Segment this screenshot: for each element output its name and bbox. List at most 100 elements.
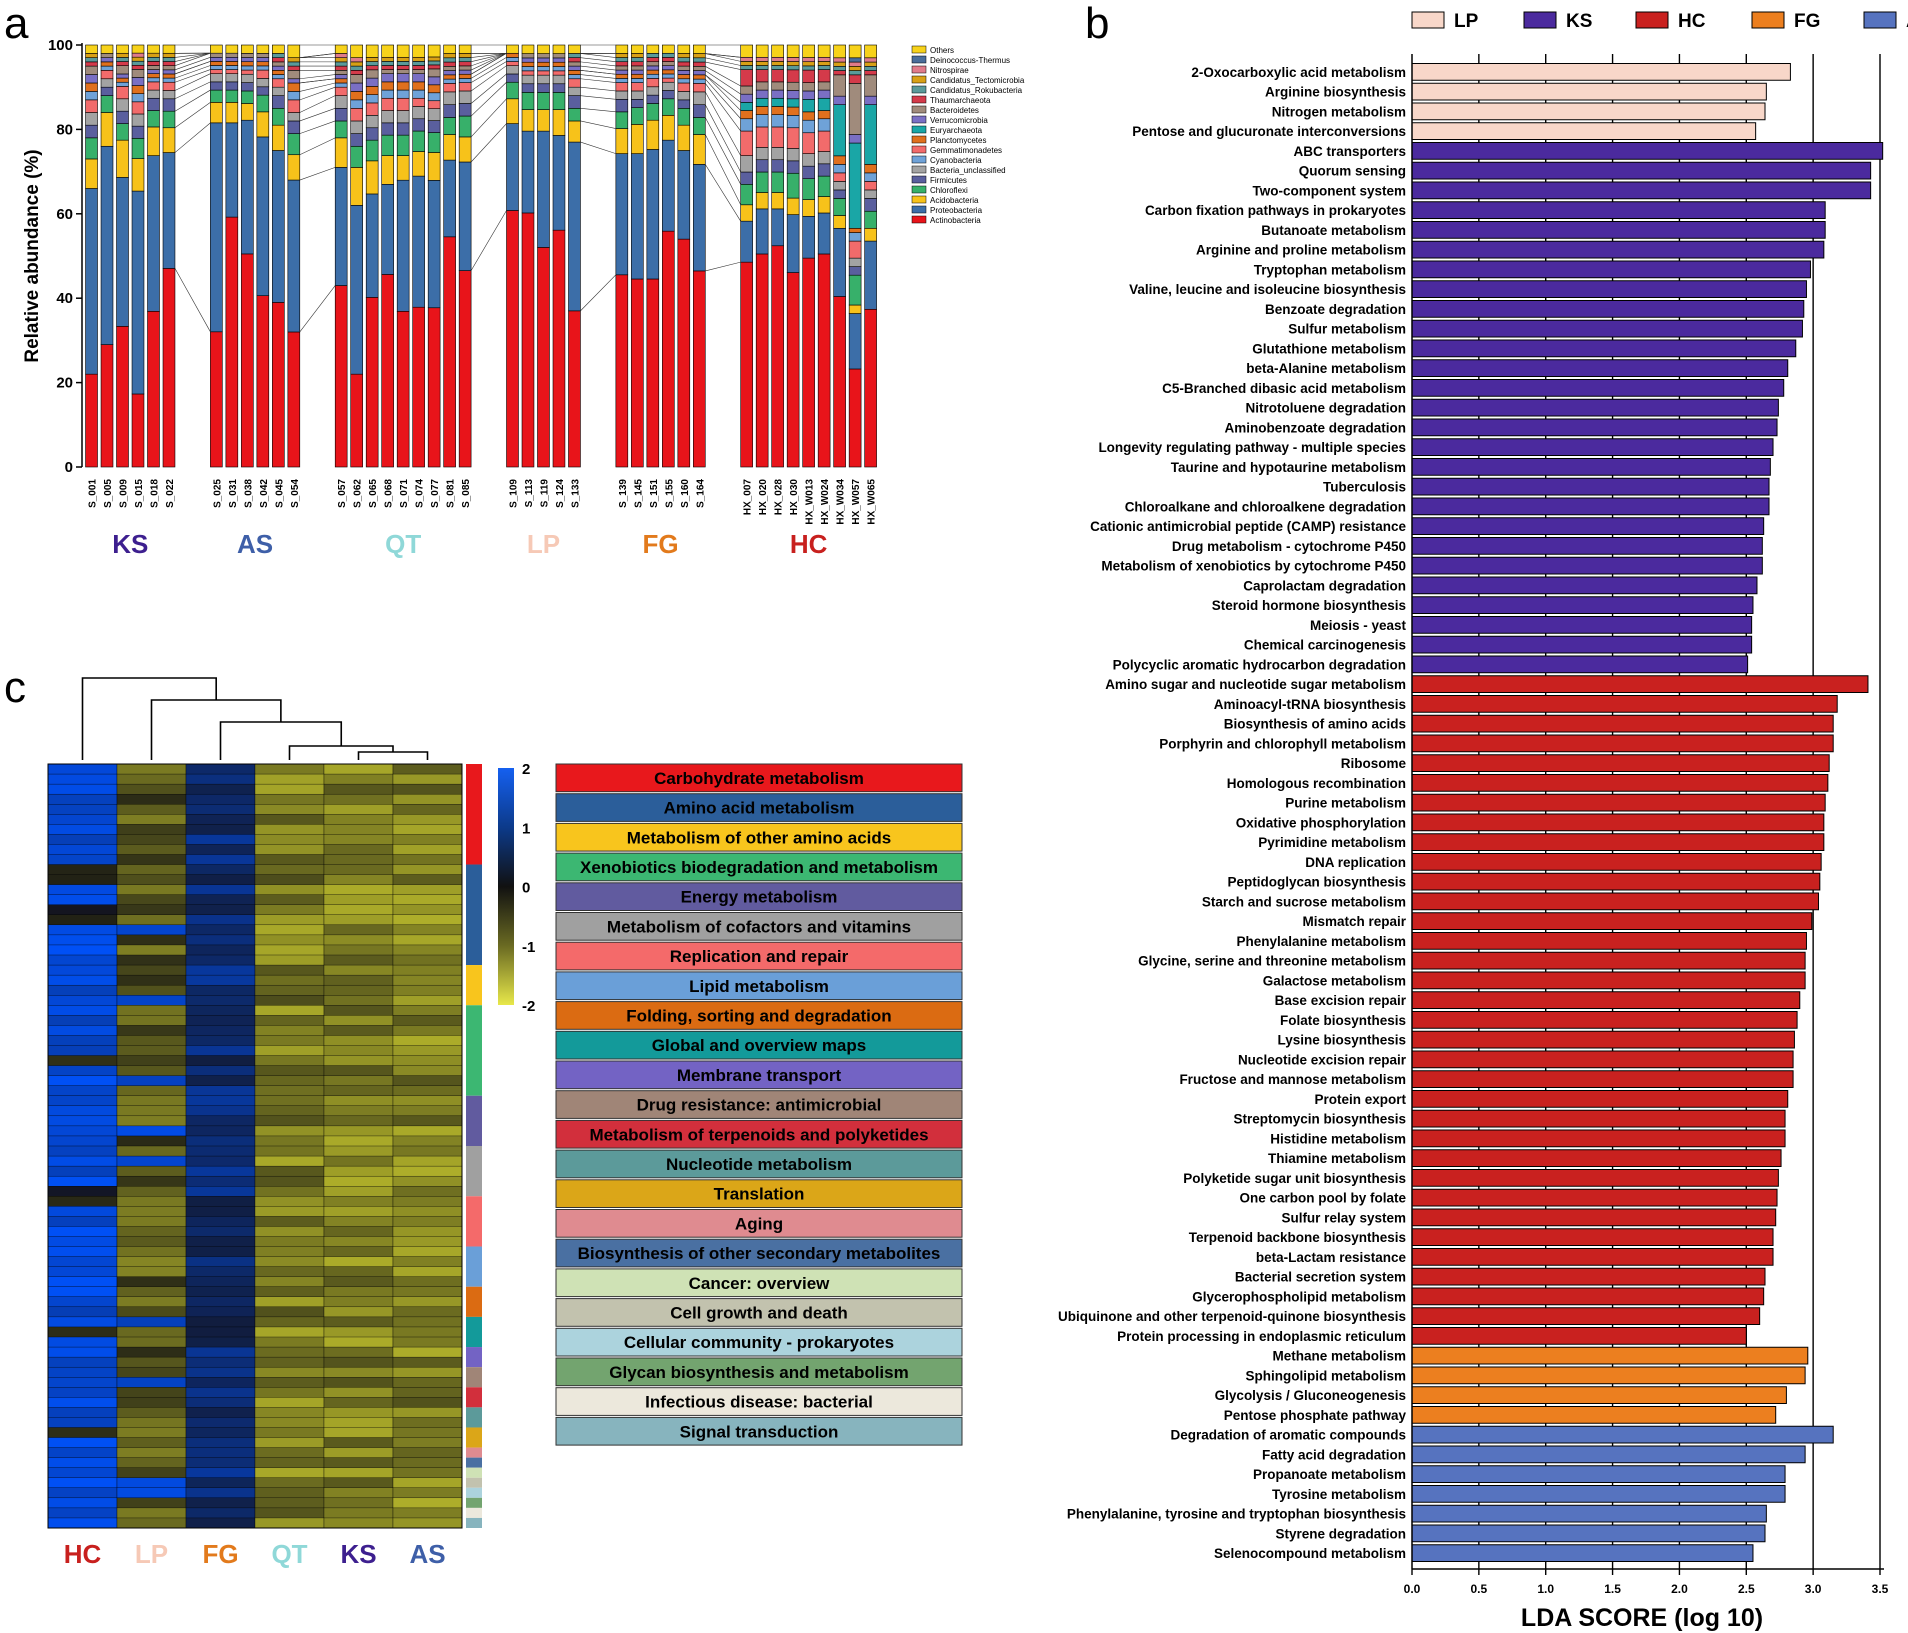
heatmap-cell [254, 1035, 325, 1046]
heatmap-cell [47, 1296, 118, 1308]
stacked-bar-segment [365, 57, 379, 62]
stacked-bar-segment [646, 44, 660, 54]
category-strip [466, 1487, 482, 1498]
stacked-bar-segment [521, 130, 535, 214]
stacked-bar-segment [693, 117, 706, 135]
stacked-bar-segment [162, 127, 176, 153]
stacked-bar-segment [443, 70, 456, 76]
stacked-bar-segment [210, 52, 223, 58]
stacked-bar-segment [131, 64, 145, 70]
lda-bar [1411, 1208, 1777, 1227]
stacked-bar-segment [786, 172, 800, 199]
group-connector-line [705, 261, 741, 272]
heatmap-cell [323, 1517, 394, 1529]
stacked-bar-segment [241, 65, 254, 71]
category-strip [466, 1447, 482, 1458]
heatmap-cell [323, 1447, 394, 1459]
stacked-bar-segment [116, 177, 129, 327]
stacked-bar-segment [755, 65, 769, 70]
stacked-bar-segment [443, 236, 456, 468]
lda-bar-label: Polycyclic aromatic hydrocarbon degradat… [1113, 657, 1406, 672]
stacked-bar-segment [740, 220, 753, 263]
category-strip [466, 965, 482, 1006]
lda-bar [1411, 1090, 1789, 1108]
group-connector-line [470, 123, 507, 163]
stacked-bar-segment [693, 61, 706, 67]
sample-tick-label: HX_W065 [867, 479, 878, 525]
heatmap-cell [47, 1155, 118, 1167]
stacked-bar-segment [771, 89, 784, 99]
legend-label: Bacteroidetes [930, 106, 979, 115]
stacked-bar-segment [256, 53, 270, 58]
sample-tick-label: S_145 [633, 479, 644, 508]
heatmap-cell [47, 1487, 118, 1499]
category-legend-label: Glycan biosynthesis and metabolism [609, 1363, 908, 1382]
group-connector-line [705, 57, 741, 66]
sample-tick-label: S_077 [430, 479, 441, 508]
heatmap-cell [254, 1387, 325, 1398]
category-strip [466, 764, 482, 865]
stacked-bar-segment [116, 73, 129, 79]
lda-bar-label: Sulfur relay system [1281, 1210, 1406, 1225]
sample-tick-label: S_155 [664, 479, 675, 508]
heatmap-cell [47, 1025, 118, 1036]
group-connector-line [471, 52, 507, 58]
stacked-bar-segment [646, 86, 660, 96]
stacked-bar-segment [162, 77, 176, 83]
group-connector-line [174, 52, 211, 58]
lda-bar-label: Base excision repair [1275, 993, 1407, 1008]
heatmap-cell [47, 763, 118, 775]
stacked-bar-segment [381, 69, 394, 74]
stacked-bar-segment [786, 148, 800, 162]
stacked-bar-segment [521, 92, 535, 110]
heatmap-cell [116, 1507, 187, 1519]
stacked-bar-segment [848, 134, 862, 144]
stacked-bar-segment [147, 126, 160, 156]
stacked-bar-segment [147, 69, 160, 74]
lda-bar [1411, 932, 1807, 950]
stacked-bar-segment [381, 44, 394, 58]
stacked-bar-segment [802, 178, 815, 200]
heatmap-cell [392, 1095, 463, 1107]
stacked-bar-segment [272, 95, 285, 109]
heatmap-cell [392, 1075, 463, 1087]
stacked-bar-segment [802, 257, 815, 468]
stacked-bar-segment [802, 90, 815, 100]
stacked-bar-segment [740, 102, 753, 111]
heatmap-cell [185, 1276, 256, 1288]
stacked-bar-segment [381, 89, 394, 99]
heatmap-cell [116, 894, 187, 906]
stacked-bar-segment [365, 139, 379, 162]
lda-bar [1411, 892, 1819, 911]
stacked-bar-segment [225, 61, 239, 66]
stacked-bar-segment [537, 44, 550, 54]
stacked-bar-segment [334, 53, 348, 58]
stacked-bar-segment [147, 81, 160, 91]
heatmap-cell [392, 1417, 463, 1428]
stacked-bar-segment [755, 114, 769, 128]
heatmap-cell [116, 1437, 187, 1449]
lda-bar-label: Lysine biosynthesis [1277, 1033, 1406, 1048]
stacked-bar-segment [272, 70, 285, 75]
sample-tick-label: S_057 [337, 479, 348, 508]
stacked-bar-segment [443, 91, 456, 105]
stacked-bar-segment [396, 134, 410, 156]
colorbar-tick-label: -2 [522, 998, 535, 1015]
heatmap-cell [116, 974, 187, 986]
heatmap-cell [392, 964, 463, 976]
stacked-bar-segment [147, 65, 160, 70]
stacked-bar-segment [272, 74, 285, 80]
stacked-bar-segment [396, 65, 410, 70]
stacked-bar-segment [334, 57, 348, 63]
stacked-bar-segment [677, 82, 691, 92]
heatmap-cell [185, 834, 256, 845]
heatmap-cell [254, 1437, 325, 1449]
lda-bar [1411, 1485, 1786, 1503]
group-connector-line [174, 57, 211, 71]
heatmap-cell [392, 1246, 463, 1258]
lda-bar [1411, 1504, 1767, 1523]
heatmap-cell [185, 1085, 256, 1097]
stacked-bar-segment [568, 120, 581, 143]
heatmap-cell [116, 1286, 187, 1298]
stacked-bar-segment [350, 120, 363, 134]
